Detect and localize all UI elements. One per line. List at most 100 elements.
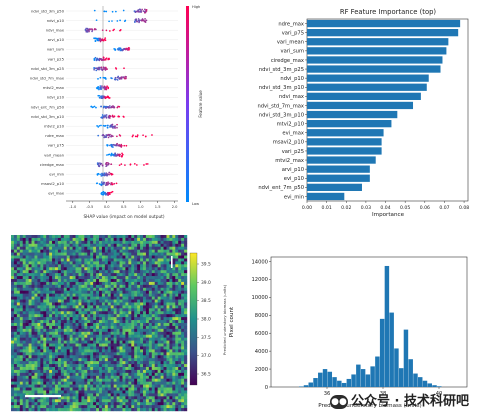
map-pixel (113, 255, 117, 259)
map-pixel (169, 255, 173, 259)
map-pixel (55, 237, 59, 242)
map-pixel (57, 328, 62, 332)
map-pixel (107, 302, 111, 306)
map-pixel (140, 387, 144, 391)
map-pixel (148, 267, 152, 271)
shap-point (101, 173, 104, 176)
map-pixel (55, 299, 59, 303)
map-pixel (66, 305, 70, 309)
map-pixel (140, 311, 144, 315)
map-pixel (28, 276, 32, 280)
map-pixel (19, 355, 23, 359)
map-pixel (175, 384, 179, 388)
map-pixel (175, 284, 179, 288)
map-pixel (25, 402, 29, 406)
map-pixel (128, 261, 132, 265)
map-pixel (131, 393, 135, 397)
map-pixel (128, 320, 132, 324)
map-pixel (13, 369, 18, 374)
map-pixel (52, 252, 56, 256)
map-pixel (93, 311, 97, 315)
map-pixel (154, 408, 158, 412)
map-pixel (57, 352, 62, 356)
rf-category-label: vari_mean (277, 40, 304, 46)
map-pixel (25, 340, 29, 344)
map-pixel (40, 369, 44, 374)
map-pixel (157, 276, 161, 280)
map-pixel (151, 281, 155, 286)
map-pixel (143, 270, 147, 274)
map-pixel (75, 302, 79, 306)
map-pixel (63, 367, 67, 371)
map-pixel (34, 305, 38, 309)
map-pixel (13, 367, 18, 371)
map-pixel (90, 381, 94, 385)
map-pixel (72, 243, 76, 247)
map-pixel (75, 355, 79, 359)
map-pixel (99, 364, 103, 368)
map-pixel (169, 305, 173, 309)
map-pixel (172, 320, 176, 324)
map-pixel (37, 249, 41, 253)
map-pixel (131, 308, 135, 312)
map-pixel (81, 405, 85, 409)
map-pixel (93, 249, 97, 253)
map-pixel (134, 261, 138, 265)
map-pixel (34, 273, 38, 277)
map-pixel (145, 352, 150, 356)
map-pixel (110, 279, 114, 283)
map-pixel (13, 352, 18, 356)
map-pixel (34, 317, 38, 321)
map-pixel (116, 320, 120, 324)
map-pixel (128, 299, 132, 303)
map-pixel (81, 349, 85, 353)
map-pixel (72, 264, 76, 268)
map-pixel (154, 399, 158, 403)
map-pixel (151, 375, 155, 379)
map-pixel (137, 246, 141, 250)
map-pixel (57, 375, 62, 379)
map-pixel (57, 396, 62, 400)
map-pixel (175, 299, 179, 303)
map-pixel (78, 372, 82, 376)
map-pixel (72, 384, 76, 388)
map-pixel (31, 390, 35, 394)
map-pixel (93, 343, 97, 347)
map-pixel (122, 317, 126, 321)
map-pixel (110, 305, 114, 309)
map-pixel (143, 290, 147, 294)
map-pixel (148, 372, 152, 376)
map-pixel (81, 308, 85, 312)
map-pixel (178, 372, 182, 376)
map-pixel (113, 284, 117, 288)
map-pixel (145, 408, 150, 412)
map-pixel (31, 276, 35, 280)
shap-point (109, 144, 111, 147)
map-pixel (55, 293, 59, 297)
map-pixel (143, 299, 147, 303)
map-pixel (96, 375, 100, 379)
map-pixel (140, 314, 144, 318)
map-pixel (11, 281, 15, 286)
map-pixel (81, 367, 85, 371)
map-pixel (163, 296, 167, 300)
map-pixel (140, 390, 144, 394)
map-pixel (96, 384, 100, 388)
map-pixel (60, 355, 64, 359)
map-pixel (175, 352, 179, 356)
map-pixel (60, 279, 64, 283)
map-pixel (128, 399, 132, 403)
map-pixel (125, 364, 129, 368)
rf-bar (307, 19, 461, 28)
map-pixel (172, 405, 176, 409)
map-pixel (84, 267, 88, 271)
map-pixel (125, 343, 129, 347)
map-pixel (69, 369, 73, 374)
map-pixel (81, 249, 85, 253)
map-pixel (84, 273, 88, 277)
map-pixel (107, 358, 111, 362)
map-pixel (137, 384, 141, 388)
map-pixel (143, 349, 147, 353)
map-pixel (22, 393, 26, 397)
map-pixel (175, 390, 179, 394)
